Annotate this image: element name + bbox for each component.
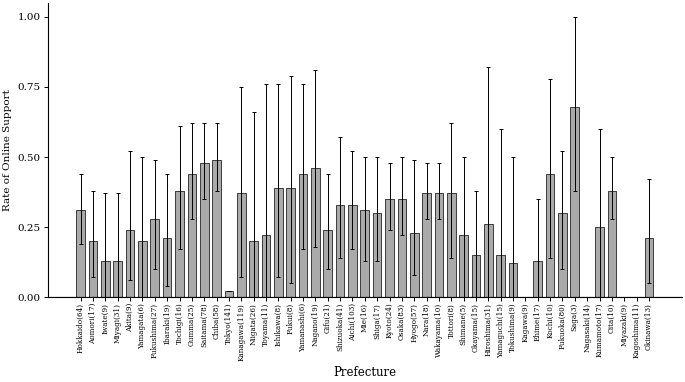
Bar — [249, 241, 258, 297]
Bar — [212, 160, 221, 297]
Bar — [126, 230, 134, 297]
X-axis label: Prefecture: Prefecture — [333, 366, 397, 379]
Bar — [225, 291, 234, 297]
Bar — [397, 199, 406, 297]
Bar — [348, 205, 357, 297]
Bar — [77, 210, 85, 297]
Bar — [410, 233, 419, 297]
Bar — [608, 191, 616, 297]
Bar — [286, 188, 295, 297]
Bar — [373, 213, 382, 297]
Bar — [447, 193, 456, 297]
Bar — [188, 174, 196, 297]
Bar — [595, 227, 604, 297]
Bar — [434, 193, 443, 297]
Bar — [311, 168, 320, 297]
Bar — [497, 255, 505, 297]
Bar — [484, 224, 493, 297]
Bar — [299, 174, 308, 297]
Bar — [546, 174, 554, 297]
Bar — [472, 255, 480, 297]
Bar — [509, 264, 517, 297]
Bar — [101, 261, 110, 297]
Bar — [138, 241, 147, 297]
Bar — [645, 238, 653, 297]
Bar — [558, 213, 566, 297]
Bar — [534, 261, 542, 297]
Bar — [89, 241, 97, 297]
Bar — [175, 191, 184, 297]
Bar — [200, 163, 208, 297]
Bar — [237, 193, 246, 297]
Bar — [385, 199, 394, 297]
Bar — [262, 235, 271, 297]
Bar — [336, 205, 345, 297]
Bar — [274, 188, 283, 297]
Bar — [151, 219, 159, 297]
Bar — [422, 193, 431, 297]
Bar — [460, 235, 468, 297]
Bar — [114, 261, 122, 297]
Y-axis label: Rate of Online Support: Rate of Online Support — [3, 89, 12, 211]
Bar — [360, 210, 369, 297]
Bar — [163, 238, 171, 297]
Bar — [571, 107, 579, 297]
Bar — [323, 230, 332, 297]
